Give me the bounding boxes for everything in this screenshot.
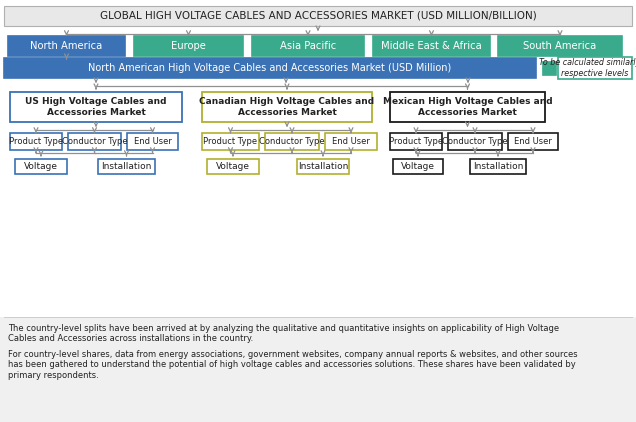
Text: Product Type: Product Type	[389, 137, 443, 146]
Text: Conductor Type: Conductor Type	[259, 137, 325, 146]
Text: Product Type: Product Type	[204, 137, 258, 146]
Text: Voltage: Voltage	[216, 162, 250, 171]
FancyBboxPatch shape	[202, 92, 372, 122]
FancyBboxPatch shape	[68, 133, 121, 150]
Text: End User: End User	[332, 137, 370, 146]
FancyBboxPatch shape	[373, 36, 490, 56]
FancyBboxPatch shape	[542, 61, 556, 75]
Text: GLOBAL HIGH VOLTAGE CABLES AND ACCESSORIES MARKET (USD MILLION/BILLION): GLOBAL HIGH VOLTAGE CABLES AND ACCESSORI…	[100, 11, 536, 21]
Text: North American High Voltage Cables and Accessories Market (USD Million): North American High Voltage Cables and A…	[88, 63, 452, 73]
Text: The country-level splits have been arrived at by analyzing the qualitative and q: The country-level splits have been arriv…	[8, 324, 559, 344]
FancyBboxPatch shape	[202, 133, 259, 150]
FancyBboxPatch shape	[390, 92, 545, 122]
FancyBboxPatch shape	[297, 159, 349, 174]
FancyBboxPatch shape	[508, 133, 558, 150]
Text: US High Voltage Cables and
Accessories Market: US High Voltage Cables and Accessories M…	[25, 97, 167, 117]
FancyBboxPatch shape	[498, 36, 622, 56]
FancyBboxPatch shape	[4, 6, 632, 26]
FancyBboxPatch shape	[558, 57, 632, 79]
Text: Middle East & Africa: Middle East & Africa	[381, 41, 482, 51]
Text: Asia Pacific: Asia Pacific	[280, 41, 336, 51]
Text: To be calculated similarly at
respective levels: To be calculated similarly at respective…	[539, 58, 636, 78]
Text: End User: End User	[514, 137, 552, 146]
FancyBboxPatch shape	[15, 159, 67, 174]
Text: Voltage: Voltage	[24, 162, 58, 171]
Text: End User: End User	[134, 137, 172, 146]
Text: Installation: Installation	[473, 162, 523, 171]
FancyBboxPatch shape	[325, 133, 377, 150]
Text: Voltage: Voltage	[401, 162, 435, 171]
FancyBboxPatch shape	[393, 159, 443, 174]
Text: Conductor Type: Conductor Type	[442, 137, 508, 146]
FancyBboxPatch shape	[252, 36, 364, 56]
Text: North America: North America	[31, 41, 102, 51]
Text: Mexican High Voltage Cables and
Accessories Market: Mexican High Voltage Cables and Accessor…	[383, 97, 552, 117]
FancyBboxPatch shape	[470, 159, 526, 174]
Text: Product Type: Product Type	[9, 137, 63, 146]
FancyBboxPatch shape	[207, 159, 259, 174]
FancyBboxPatch shape	[390, 133, 442, 150]
Text: Canadian High Voltage Cables and
Accessories Market: Canadian High Voltage Cables and Accesso…	[200, 97, 375, 117]
FancyBboxPatch shape	[448, 133, 502, 150]
Text: For country-level shares, data from energy associations, government websites, co: For country-level shares, data from ener…	[8, 350, 577, 380]
FancyBboxPatch shape	[10, 92, 182, 122]
Text: Europe: Europe	[171, 41, 206, 51]
FancyBboxPatch shape	[98, 159, 155, 174]
Text: South America: South America	[523, 41, 597, 51]
FancyBboxPatch shape	[10, 133, 62, 150]
FancyBboxPatch shape	[0, 317, 636, 422]
FancyBboxPatch shape	[8, 36, 125, 56]
FancyBboxPatch shape	[127, 133, 178, 150]
Text: Installation: Installation	[101, 162, 152, 171]
FancyBboxPatch shape	[265, 133, 319, 150]
Text: Conductor Type: Conductor Type	[62, 137, 127, 146]
FancyBboxPatch shape	[4, 58, 536, 78]
Text: Installation: Installation	[298, 162, 348, 171]
FancyBboxPatch shape	[134, 36, 243, 56]
